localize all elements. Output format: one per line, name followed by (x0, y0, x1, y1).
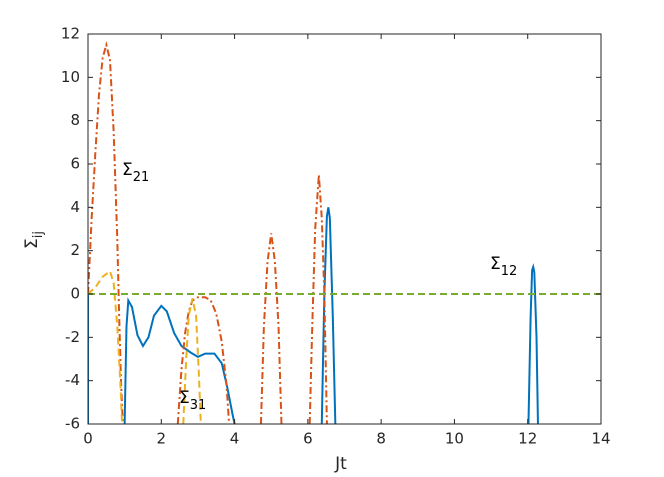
plot-frame (87, 33, 602, 425)
y-tick-label: 8 (70, 111, 80, 129)
annotation-base: Σ (122, 160, 133, 180)
y-tick-label: 4 (70, 198, 80, 216)
x-tick-label: 6 (303, 430, 313, 448)
annotation-sub: 21 (133, 170, 150, 185)
y-axis-label: Σij (22, 231, 46, 249)
series-line (88, 269, 202, 424)
annotation: Σ21 (122, 160, 149, 185)
annotation-base: Σ (490, 254, 501, 274)
y-tick-label: -2 (65, 328, 80, 346)
x-tick-label: 0 (83, 430, 93, 448)
y-tick-label: 6 (70, 155, 80, 173)
y-tick-label: 0 (70, 285, 80, 303)
x-tick-label: 4 (230, 430, 240, 448)
x-tick-label: 12 (518, 430, 537, 448)
series-line (88, 207, 539, 424)
series-line (88, 40, 328, 424)
annotation-sub: 31 (190, 398, 207, 413)
y-tick-label: -6 (65, 415, 80, 433)
x-axis-label: Jt (334, 454, 347, 474)
y-tick-label: -4 (65, 371, 80, 389)
y-tick-label: 2 (70, 241, 80, 259)
annotation: Σ31 (179, 388, 206, 413)
y-label-base: Σ (22, 238, 42, 249)
annotation: Σ12 (490, 254, 517, 279)
x-tick-label: 8 (376, 430, 386, 448)
y-tick-label: 12 (61, 25, 80, 43)
y-tick-label: 10 (61, 68, 80, 86)
y-axis-label-text: Σij (22, 231, 46, 249)
annotation-base: Σ (179, 388, 190, 408)
x-tick-label: 10 (445, 430, 464, 448)
y-label-sub: ij (31, 231, 46, 238)
x-tick-label: 14 (591, 430, 610, 448)
x-tick-label: 2 (157, 430, 167, 448)
annotation-sub: 12 (501, 264, 518, 279)
